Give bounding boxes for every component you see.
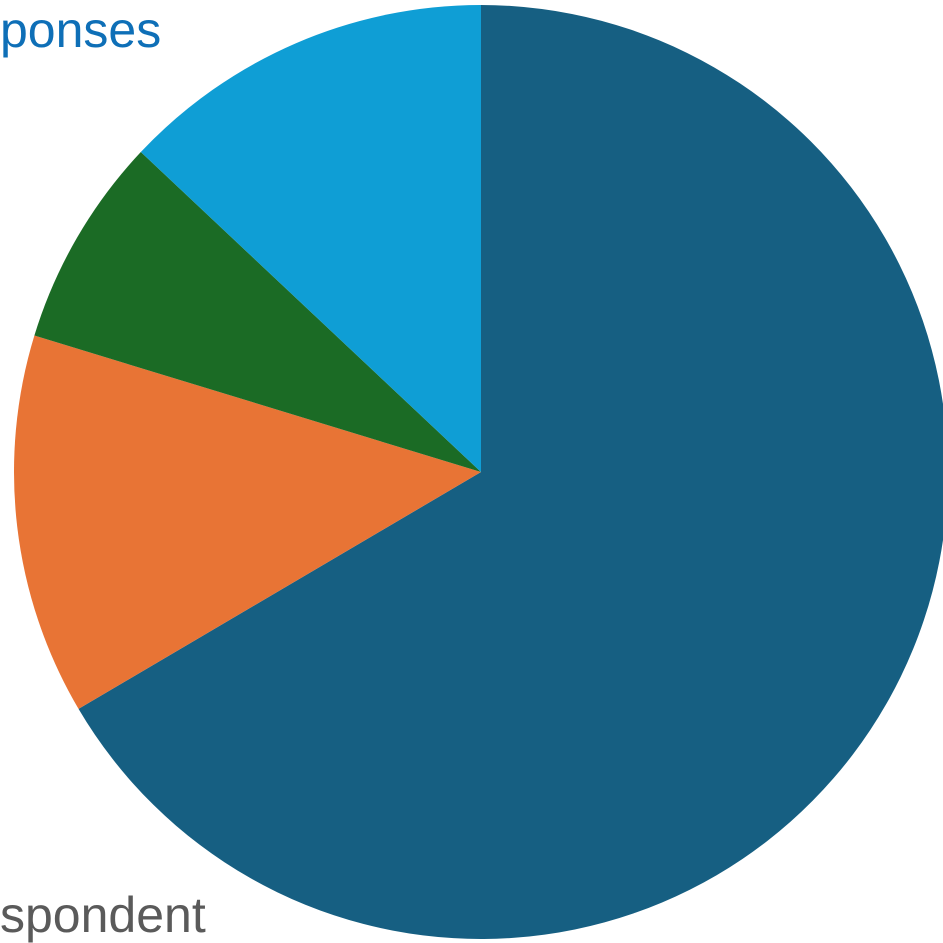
pie-slice-3 [34, 152, 481, 473]
pie-slices [13, 5, 943, 939]
top-label-fragment: ponses [0, 2, 161, 58]
bottom-label-fragment: spondent [0, 887, 206, 943]
pie-slice-2 [13, 335, 481, 709]
pie-slice-4 [140, 5, 481, 472]
pie-slice-1 [78, 5, 943, 939]
